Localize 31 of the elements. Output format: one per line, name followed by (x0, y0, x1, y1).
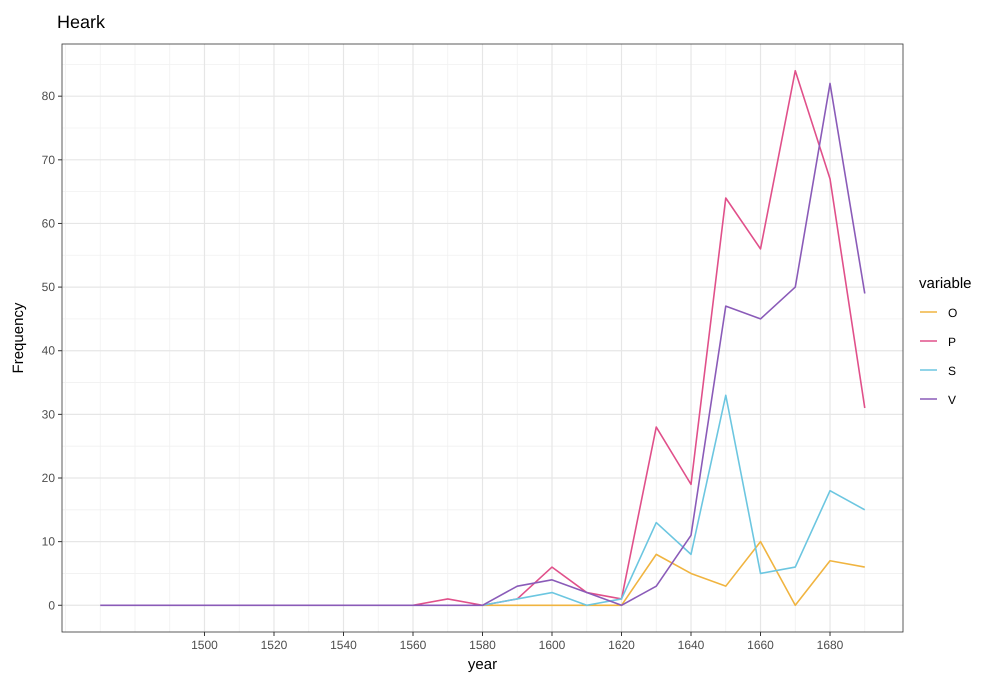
y-tick-label: 70 (42, 152, 56, 167)
y-tick-label: 40 (42, 344, 56, 358)
y-tick-label: 20 (42, 471, 56, 485)
x-tick-label: 1640 (678, 638, 705, 652)
line-series (99, 82, 866, 606)
legend-label: V (948, 393, 956, 407)
x-tick-label: 1520 (260, 638, 288, 652)
legend-title: variable (919, 275, 972, 292)
line-series (412, 70, 866, 606)
x-tick-label: 1560 (400, 638, 427, 652)
y-tick-label: 60 (42, 216, 56, 230)
line-series (482, 540, 866, 606)
y-tick-label: 30 (42, 407, 56, 422)
legend-label: O (948, 306, 958, 320)
y-tick-label: 80 (42, 89, 56, 104)
y-tick-label: 10 (42, 534, 56, 549)
x-tick-label: 1500 (191, 638, 218, 652)
legend-label: S (948, 364, 956, 378)
x-axis-title: year (468, 656, 498, 673)
x-tick-label: 1620 (608, 638, 636, 652)
x-tick-label: 1600 (538, 638, 566, 652)
y-tick-label: 50 (42, 280, 56, 294)
line-series (482, 394, 866, 606)
chart-title: Heark (57, 12, 106, 32)
y-tick-label: 0 (48, 598, 56, 612)
x-tick-label: 1660 (747, 638, 774, 652)
legend-label: P (948, 335, 956, 349)
x-tick-label: 1540 (330, 638, 358, 652)
x-tick-label: 1580 (469, 638, 496, 652)
y-axis-title: Frequency (10, 302, 27, 374)
x-tick-label: 1680 (816, 638, 844, 652)
